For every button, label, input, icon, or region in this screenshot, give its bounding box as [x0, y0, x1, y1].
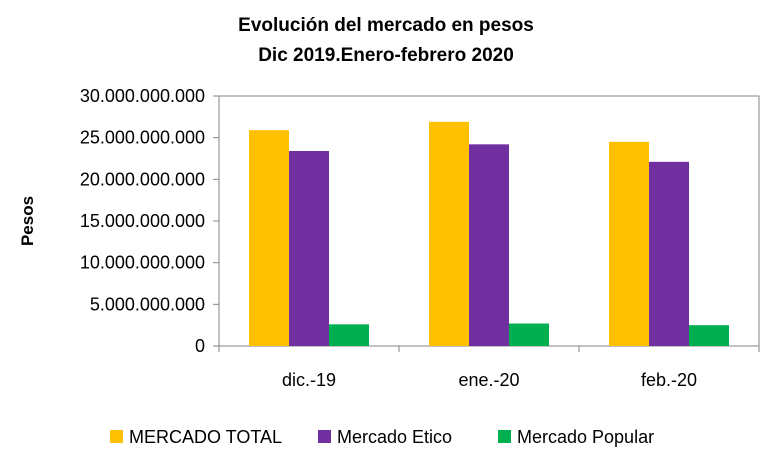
- x-tick-label: feb.-20: [641, 370, 697, 390]
- chart-subtitle: Dic 2019.Enero-febrero 2020: [258, 45, 514, 66]
- legend-label: Mercado Popular: [517, 427, 654, 447]
- y-axis-label: Pesos: [18, 196, 37, 246]
- bar-mercado-total-1: [429, 121, 469, 346]
- bar-mercado-etico-2: [649, 161, 689, 346]
- legend-swatch: [318, 430, 331, 443]
- bar-mercado-popular-0: [329, 324, 369, 346]
- y-tick-label: 15.000.000.000: [80, 211, 205, 231]
- y-tick-label: 25.000.000.000: [80, 128, 205, 148]
- x-tick-label: dic.-19: [282, 370, 336, 390]
- bar-mercado-etico-1: [469, 144, 509, 346]
- bar-mercado-total-0: [249, 130, 289, 346]
- plot-area: 0 5.000.000.000 10.000.000.000 15.000.000.0…: [80, 86, 760, 390]
- bar-mercado-popular-2: [689, 325, 729, 346]
- x-tick-label: ene.-20: [458, 370, 519, 390]
- y-tick-label: 0: [195, 336, 205, 356]
- bar-mercado-popular-1: [509, 323, 549, 346]
- chart-title: Evolución del mercado en pesos: [238, 15, 534, 36]
- legend: MERCADO TOTAL Mercado Etico Mercado Popula…: [110, 427, 654, 447]
- y-tick-label: 30.000.000.000: [80, 86, 205, 106]
- y-tick-label: 10.000.000.000: [80, 253, 205, 273]
- legend-swatch: [110, 430, 123, 443]
- bar-mercado-etico-0: [289, 151, 329, 346]
- y-tick-label: 5.000.000.000: [90, 294, 205, 314]
- legend-label: MERCADO TOTAL: [129, 427, 282, 447]
- y-tick-label: 20.000.000.000: [80, 169, 205, 189]
- legend-swatch: [498, 430, 511, 443]
- legend-label: Mercado Etico: [337, 427, 452, 447]
- bar-mercado-total-2: [609, 141, 649, 346]
